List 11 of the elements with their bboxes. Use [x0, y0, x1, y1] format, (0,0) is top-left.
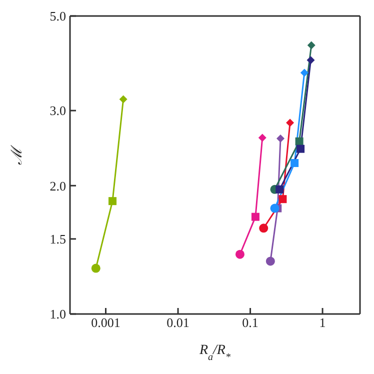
x-tick-label: 1	[319, 315, 326, 330]
y-tick-label: 1.0	[50, 306, 66, 322]
y-tick-label: 5.0	[50, 8, 66, 24]
y-axis-title: ℳ	[9, 145, 26, 165]
x-tick-label: 0.1	[242, 315, 258, 330]
x-axis-title: R$_{a}$/R$_{*}$	[198, 343, 231, 362]
y-tick-label: 3.0	[50, 103, 66, 118]
x-tick-label: 0.001	[91, 315, 120, 330]
y-tick-label: 2.0	[50, 178, 66, 194]
x-tick-label: 0.01	[166, 315, 190, 330]
y-tick-label: 1.5	[50, 232, 66, 247]
